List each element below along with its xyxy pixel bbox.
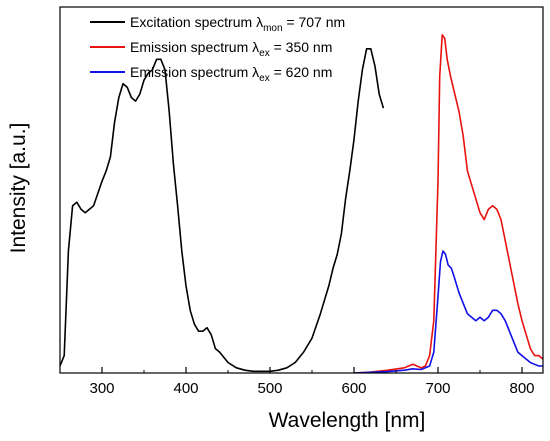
legend-entry-2: Emission spectrum λex = 620 nm	[130, 64, 332, 84]
x-tick-label-700: 700	[425, 380, 450, 397]
x-axis-label: Wavelength [nm]	[269, 409, 426, 432]
y-axis-label: Intensity [a.u.]	[7, 123, 30, 254]
x-tick-label-300: 300	[89, 380, 114, 397]
x-tick-label-500: 500	[257, 380, 282, 397]
x-tick-label-600: 600	[341, 380, 366, 397]
plot-frame	[59, 6, 544, 374]
ticks: 300 400 500 600 700 800	[59, 367, 535, 397]
x-tick-label-400: 400	[173, 380, 198, 397]
axes	[59, 6, 544, 374]
x-tick-label-800: 800	[509, 380, 534, 397]
series-line-2	[353, 250, 543, 373]
series-line-1	[353, 34, 543, 373]
plot-lines	[60, 34, 543, 373]
legend-entry-1: Emission spectrum λex = 350 nm	[130, 39, 332, 59]
legend-entry-0: Excitation spectrum λmon = 707 nm	[130, 14, 345, 34]
legend: Excitation spectrum λmon = 707 nm Emissio…	[90, 14, 345, 84]
series-line-0	[60, 48, 385, 373]
